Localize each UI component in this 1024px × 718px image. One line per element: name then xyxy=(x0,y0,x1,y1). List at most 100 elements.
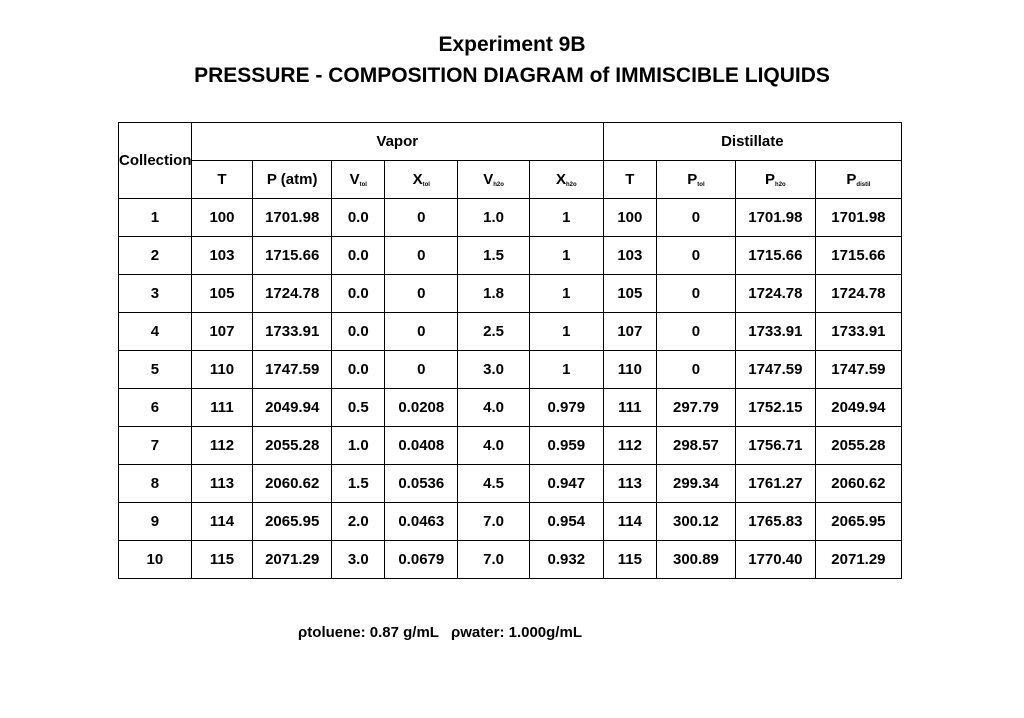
table-cell: 300.12 xyxy=(656,502,736,541)
table-cell: 115 xyxy=(190,540,254,579)
table-cell: 1 xyxy=(528,274,604,313)
collection-cell: 8 xyxy=(118,464,192,503)
table-cell: 1 xyxy=(528,236,604,275)
table-cell: 297.79 xyxy=(656,388,736,427)
table-cell: 115 xyxy=(602,540,658,579)
table-cell: 1 xyxy=(528,312,604,351)
table-cell: 0.0208 xyxy=(384,388,459,427)
table-cell: 299.34 xyxy=(656,464,736,503)
column-header-subscript: tol xyxy=(422,182,430,188)
table-cell: 1747.59 xyxy=(252,350,333,389)
table-cell: 0 xyxy=(384,274,459,313)
table-cell: 107 xyxy=(602,312,658,351)
table-cell: 0.932 xyxy=(528,540,604,579)
table-cell: 2.5 xyxy=(457,312,530,351)
table-cell: 0 xyxy=(656,236,736,275)
column-header-subscript: h2o xyxy=(493,182,504,188)
table-cell: 0 xyxy=(656,198,736,237)
table-cell: 1 xyxy=(528,198,604,237)
table-cell: 1.0 xyxy=(331,426,386,465)
table-row: 10 115 2071.29 3.0 0.0679 7.0 0.932 115 300.89 17… xyxy=(118,540,903,579)
table-cell: 7.0 xyxy=(457,540,530,579)
table-cell: 4.0 xyxy=(457,388,530,427)
collection-cell: 4 xyxy=(118,312,192,351)
table-cell: 105 xyxy=(190,274,254,313)
table-row: 5 110 1747.59 0.0 0 3.0 1 110 0 1747.59 1747.59 xyxy=(118,350,903,389)
table-cell: 1.8 xyxy=(457,274,530,313)
table-cell: 1733.91 xyxy=(734,312,816,351)
toluene-density: ρtoluene: 0.87 g/mL xyxy=(298,624,439,641)
table-row: 8 113 2060.62 1.5 0.0536 4.5 0.947 113 299.34 176… xyxy=(118,464,903,503)
page-subtitle: PRESSURE - COMPOSITION DIAGRAM of IMMISC… xyxy=(194,64,830,87)
table-cell: 0.0463 xyxy=(384,502,459,541)
table-cell: 0 xyxy=(384,236,459,275)
table-cell: 0 xyxy=(656,274,736,313)
table-cell: 0.0536 xyxy=(384,464,459,503)
table-cell: 4.0 xyxy=(457,426,530,465)
table-cell: 1770.40 xyxy=(734,540,816,579)
table-cell: 0 xyxy=(656,312,736,351)
table-cell: 111 xyxy=(190,388,254,427)
column-header-label: V xyxy=(349,171,360,188)
table-cell: 1.5 xyxy=(331,464,386,503)
column-header: Pdistil xyxy=(814,160,903,199)
column-header-label: V xyxy=(483,171,494,188)
table-row: 1 100 1701.98 0.0 0 1.0 1 100 0 1701.98 1701.98 xyxy=(118,198,903,237)
table-cell: 1.5 xyxy=(457,236,530,275)
table-cell: 2065.95 xyxy=(252,502,333,541)
table-cell: 0.0408 xyxy=(384,426,459,465)
table-cell: 2071.29 xyxy=(814,540,903,579)
table-cell: 103 xyxy=(602,236,658,275)
column-header: Vh2o xyxy=(457,160,530,199)
table-row: 2 103 1715.66 0.0 0 1.5 1 103 0 1715.66 1715.66 xyxy=(118,236,903,275)
table-cell: 300.89 xyxy=(656,540,736,579)
table-cell: 1761.27 xyxy=(734,464,816,503)
distillate-group-header: Distillate xyxy=(602,122,903,161)
column-header: Xh2o xyxy=(528,160,604,199)
table-row: 7 112 2055.28 1.0 0.0408 4.0 0.959 112 298.57 175… xyxy=(118,426,903,465)
table-row: 4 107 1733.91 0.0 0 2.5 1 107 0 1733.91 1733.91 xyxy=(118,312,903,351)
table-cell: 110 xyxy=(602,350,658,389)
column-header-subscript: h2o xyxy=(775,182,786,188)
table-cell: 2060.62 xyxy=(252,464,333,503)
table-cell: 1756.71 xyxy=(734,426,816,465)
table-cell: 0.954 xyxy=(528,502,604,541)
table-cell: 0.0 xyxy=(331,198,386,237)
column-header: P (atm) xyxy=(252,160,333,199)
collection-cell: 10 xyxy=(118,540,192,579)
table-cell: 2049.94 xyxy=(252,388,333,427)
data-table: Collection Vapor Distillate T P (atm) Vtol… xyxy=(118,122,903,579)
table-cell: 110 xyxy=(190,350,254,389)
table-cell: 0 xyxy=(384,198,459,237)
column-header-label: T xyxy=(217,171,227,188)
table-cell: 2055.28 xyxy=(814,426,903,465)
column-header-subscript: tol xyxy=(697,182,705,188)
collection-cell: 6 xyxy=(118,388,192,427)
table-cell: 0.0679 xyxy=(384,540,459,579)
column-header: Xtol xyxy=(384,160,459,199)
table-cell: 1724.78 xyxy=(814,274,903,313)
table-cell: 100 xyxy=(602,198,658,237)
table-cell: 113 xyxy=(190,464,254,503)
table-cell: 0 xyxy=(384,350,459,389)
column-header: T xyxy=(602,160,658,199)
table-cell: 0.0 xyxy=(331,274,386,313)
table-cell: 1733.91 xyxy=(814,312,903,351)
table-row: 6 111 2049.94 0.5 0.0208 4.0 0.979 111 297.79 175… xyxy=(118,388,903,427)
table-body: 1 100 1701.98 0.0 0 1.0 1 100 0 1701.98 1701.98 2 10… xyxy=(118,198,903,579)
table-cell: 105 xyxy=(602,274,658,313)
collection-cell: 1 xyxy=(118,198,192,237)
table-cell: 0.0 xyxy=(331,312,386,351)
column-header: T xyxy=(190,160,254,199)
table-cell: 1752.15 xyxy=(734,388,816,427)
table-cell: 3.0 xyxy=(457,350,530,389)
density-footer: ρtoluene: 0.87 g/mL ρwater: 1.000g/mL xyxy=(298,624,582,641)
collection-cell: 2 xyxy=(118,236,192,275)
page-title: Experiment 9B xyxy=(438,33,586,56)
table-cell: 112 xyxy=(190,426,254,465)
column-header-subscript: h2o xyxy=(565,182,577,188)
table-cell: 2071.29 xyxy=(252,540,333,579)
collection-cell: 9 xyxy=(118,502,192,541)
column-header-label: P (atm) xyxy=(266,171,318,188)
